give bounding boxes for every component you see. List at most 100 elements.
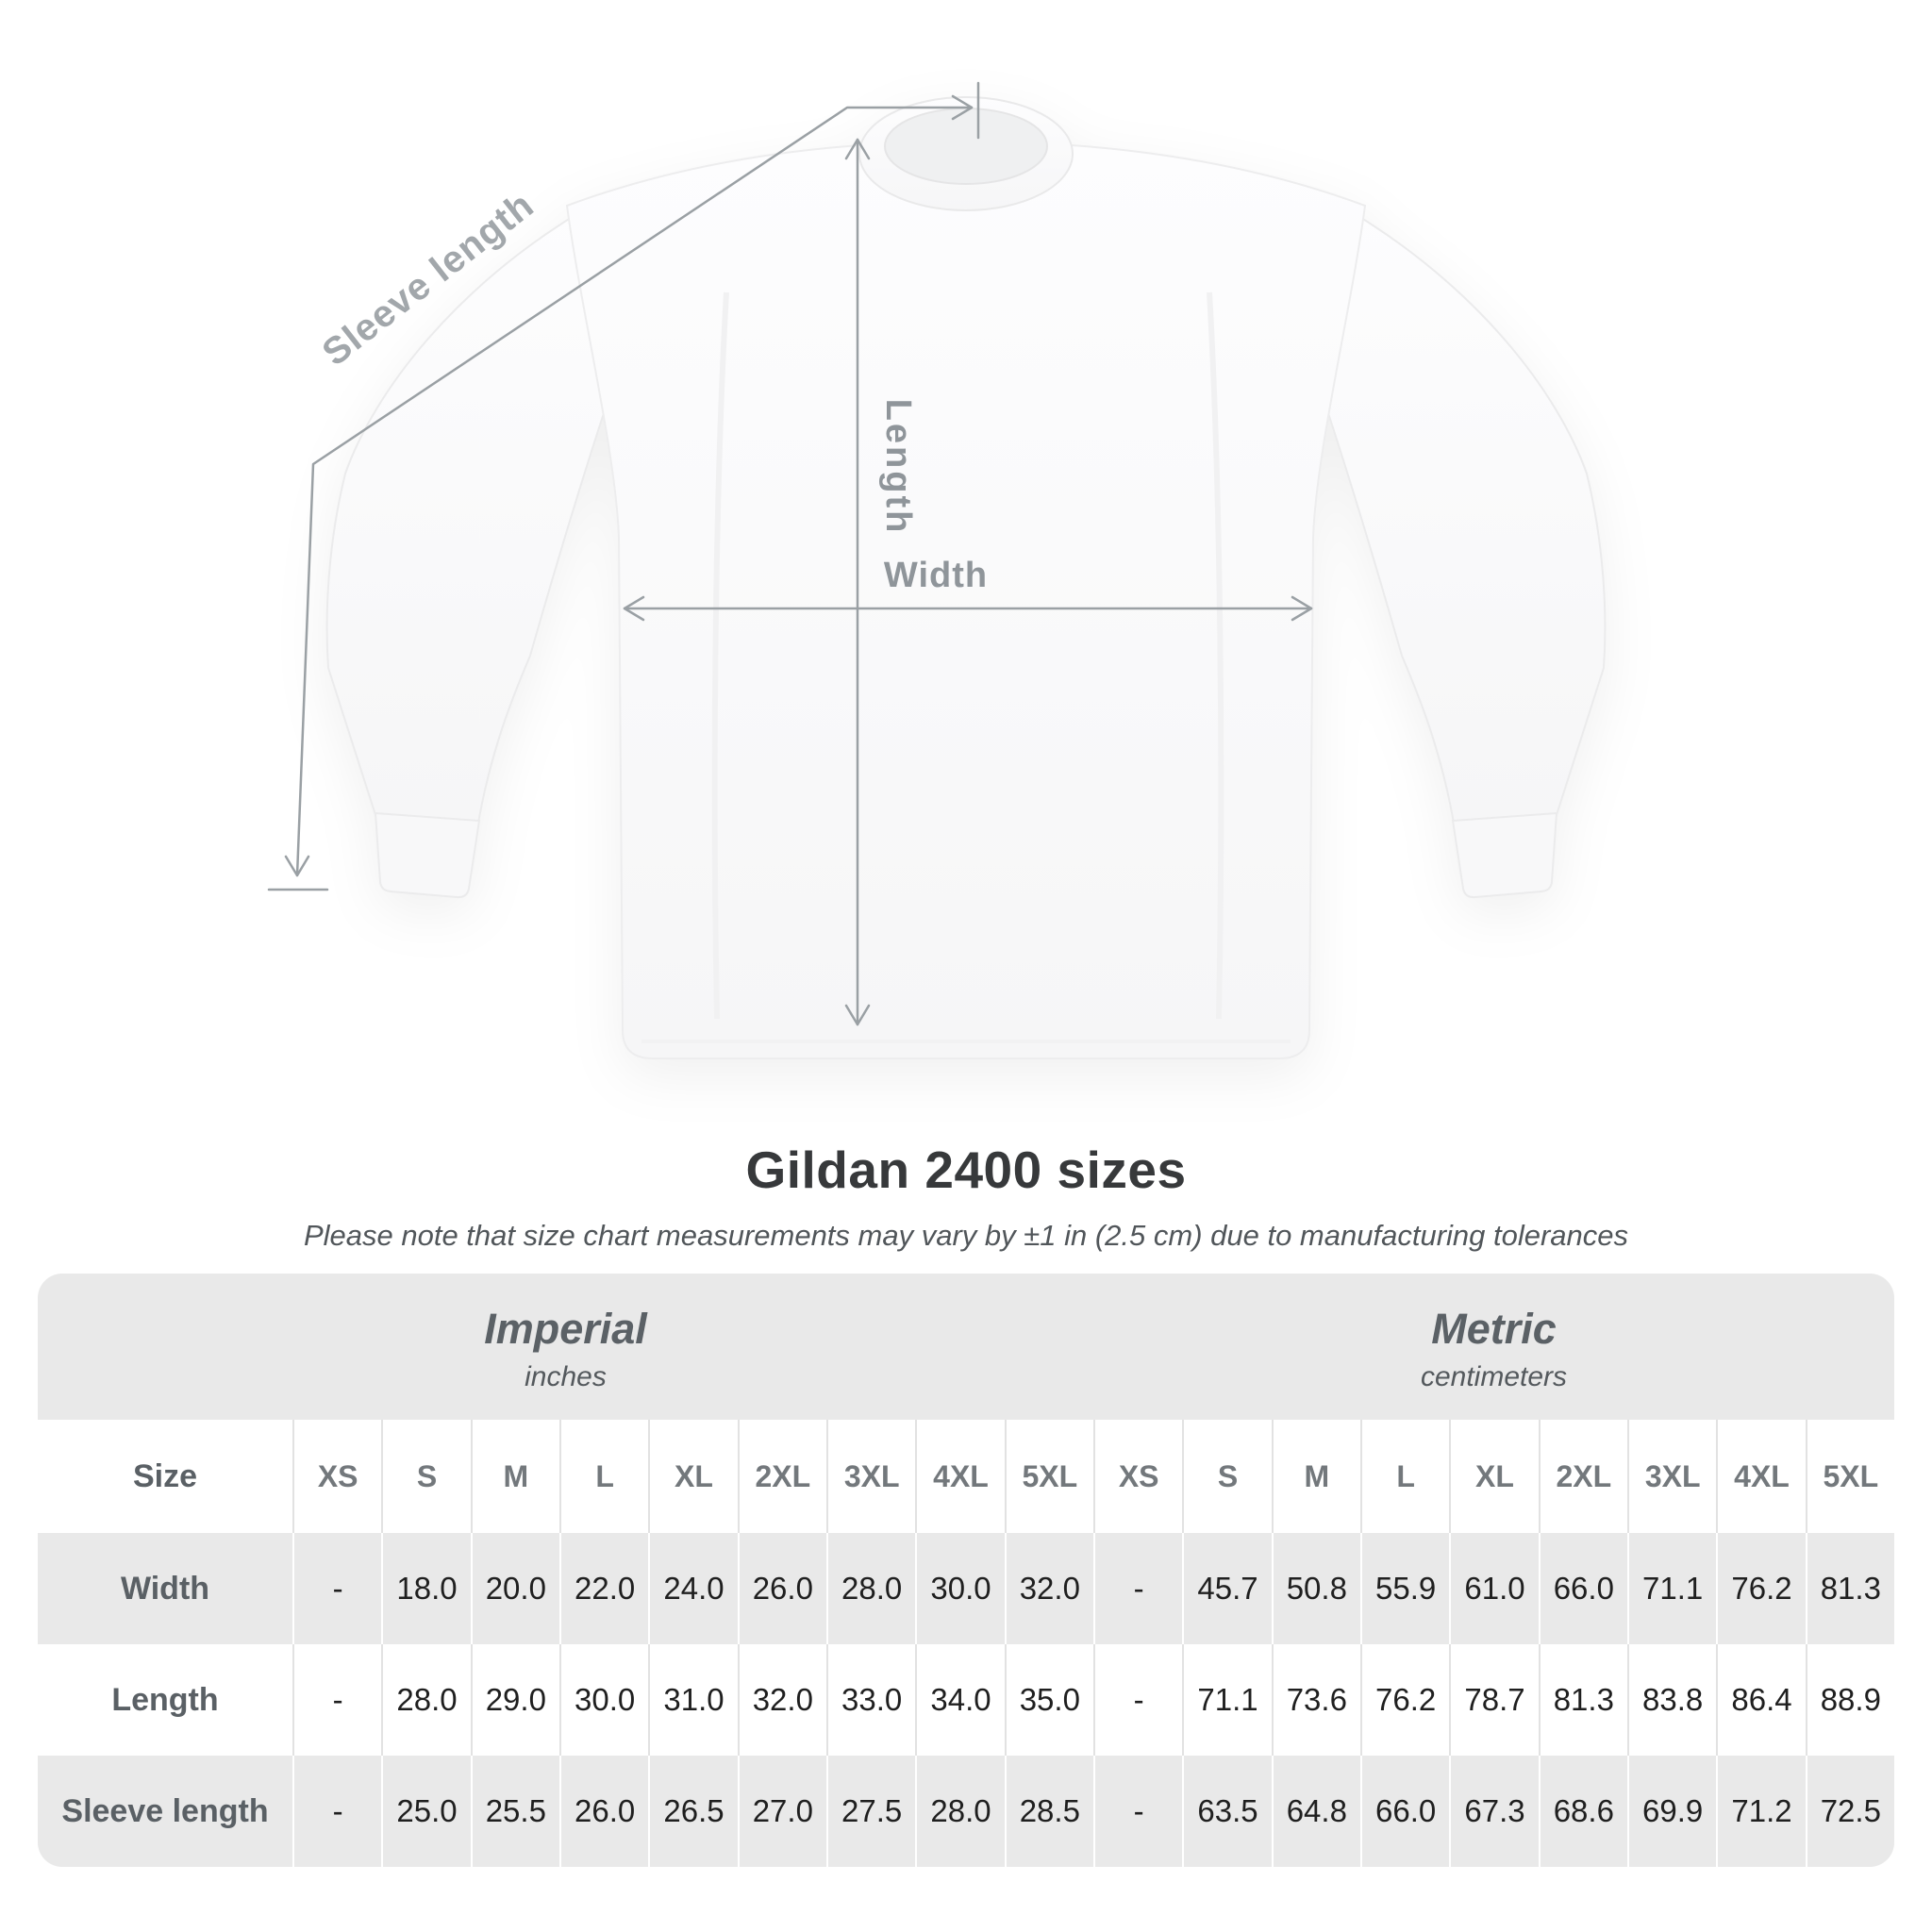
- value-cell: 27.5: [826, 1756, 916, 1867]
- size-col-header: 5XL: [1004, 1420, 1093, 1533]
- size-col-header: S: [1182, 1420, 1271, 1533]
- width-arrow-left: [623, 595, 645, 622]
- sleeve-length-line: [295, 106, 974, 877]
- value-cell: 25.0: [381, 1756, 471, 1867]
- size-col-header: XL: [648, 1420, 737, 1533]
- shirt-left-cuff: [374, 811, 481, 899]
- size-col-header: M: [1271, 1420, 1360, 1533]
- value-cell: 76.2: [1716, 1533, 1806, 1644]
- value-cell: 55.9: [1360, 1533, 1450, 1644]
- row-label: Sleeve length: [38, 1756, 292, 1867]
- shirt-measurement-diagram: Sleeve length Length Width: [267, 81, 1607, 1059]
- value-cell: 35.0: [1004, 1644, 1093, 1756]
- value-cell: 26.5: [648, 1756, 738, 1867]
- value-cell: 68.6: [1538, 1756, 1627, 1867]
- unit-label: Metric: [1431, 1304, 1557, 1353]
- fold-line: [1207, 291, 1224, 1020]
- value-cell: 30.0: [559, 1644, 648, 1756]
- value-cell: 29.0: [470, 1644, 559, 1756]
- value-cell: 30.0: [915, 1533, 1005, 1644]
- value-cell: 64.8: [1271, 1756, 1360, 1867]
- size-col-header: 2XL: [737, 1420, 826, 1533]
- value-cell: 32.0: [1004, 1533, 1093, 1644]
- value-cell: 18.0: [381, 1533, 471, 1644]
- row-label: Length: [111, 1681, 219, 1718]
- length-arrow-up: [844, 138, 871, 160]
- size-col-header: S: [381, 1420, 470, 1533]
- value-cell: 26.0: [737, 1533, 826, 1644]
- value-cell: 88.9: [1805, 1644, 1894, 1756]
- value-cell: 28.0: [915, 1756, 1005, 1867]
- value-cell: 71.1: [1182, 1644, 1271, 1756]
- value-cell: 66.0: [1538, 1533, 1627, 1644]
- value-cell: 66.0: [1360, 1756, 1450, 1867]
- size-col-header: L: [1360, 1420, 1449, 1533]
- row-label: Width: [38, 1533, 292, 1644]
- value-cell: 28.0: [826, 1533, 916, 1644]
- size-column-header: Size: [132, 1457, 198, 1494]
- page-subtitle: Please note that size chart measurements…: [303, 1219, 1629, 1252]
- value-cell: -: [292, 1644, 381, 1756]
- value-cell: 61.0: [1449, 1533, 1539, 1644]
- value-cell: 81.3: [1538, 1644, 1627, 1756]
- unit-sublabel: centimeters: [1420, 1360, 1568, 1392]
- value-cell: -: [1093, 1756, 1183, 1867]
- value-cell: -: [292, 1533, 382, 1644]
- unit-label: Imperial: [484, 1304, 647, 1353]
- sleeve-length-arrow-right: [951, 94, 974, 121]
- value-cell: 34.0: [915, 1644, 1004, 1756]
- value-cell: 32.0: [737, 1644, 826, 1756]
- width-arrow-right: [1291, 595, 1313, 622]
- size-col-header: 3XL: [1627, 1420, 1716, 1533]
- unit-sublabel: inches: [525, 1360, 607, 1392]
- value-cell: 24.0: [648, 1533, 738, 1644]
- value-cell: 50.8: [1271, 1533, 1360, 1644]
- value-cell: 71.1: [1627, 1533, 1717, 1644]
- value-cell: -: [292, 1756, 382, 1867]
- fold-line: [711, 291, 729, 1020]
- value-cell: 71.2: [1716, 1756, 1806, 1867]
- value-cell: 26.0: [559, 1756, 649, 1867]
- size-col-header: XS: [1093, 1420, 1182, 1533]
- value-cell: -: [1093, 1644, 1182, 1756]
- value-cell: 83.8: [1627, 1644, 1716, 1756]
- shirt-illustration: [325, 96, 1607, 1059]
- sleeve-length-arrow-down: [284, 855, 310, 877]
- value-cell: 27.0: [737, 1756, 826, 1867]
- value-cell: 73.6: [1271, 1644, 1360, 1756]
- value-cell: 22.0: [559, 1533, 649, 1644]
- collar-opening: [884, 108, 1048, 185]
- shirt-right-cuff: [1451, 811, 1558, 899]
- value-cell: 69.9: [1627, 1756, 1717, 1867]
- size-col-header: L: [559, 1420, 648, 1533]
- value-cell: 76.2: [1360, 1644, 1449, 1756]
- size-col-header: 3XL: [826, 1420, 915, 1533]
- value-cell: 67.3: [1449, 1756, 1539, 1867]
- value-cell: 20.0: [470, 1533, 559, 1644]
- size-table: Imperial inches Metric centimeters Size X…: [38, 1274, 1894, 1867]
- size-col-header: 5XL: [1805, 1420, 1894, 1533]
- value-cell: 45.7: [1182, 1533, 1272, 1644]
- value-cell: -: [1093, 1533, 1183, 1644]
- width-label: Width: [884, 556, 988, 595]
- value-cell: 78.7: [1449, 1644, 1538, 1756]
- length-arrow-down: [844, 1004, 871, 1026]
- size-col-header: M: [470, 1420, 559, 1533]
- length-label: Length: [878, 399, 918, 536]
- value-cell: 28.0: [381, 1644, 470, 1756]
- page-title: Gildan 2400 sizes: [745, 1141, 1187, 1199]
- value-cell: 72.5: [1805, 1756, 1894, 1867]
- value-cell: 25.5: [470, 1756, 559, 1867]
- size-col-header: 4XL: [915, 1420, 1004, 1533]
- size-col-header: XL: [1449, 1420, 1538, 1533]
- value-cell: 63.5: [1182, 1756, 1272, 1867]
- size-col-header: 4XL: [1716, 1420, 1805, 1533]
- value-cell: 31.0: [648, 1644, 737, 1756]
- shirt-body: [565, 140, 1367, 1059]
- size-col-header: XS: [292, 1420, 381, 1533]
- size-col-header: 2XL: [1538, 1420, 1627, 1533]
- unit-group-metric: Metric centimeters: [1093, 1274, 1894, 1420]
- value-cell: 28.5: [1004, 1756, 1093, 1867]
- unit-group-imperial: Imperial inches: [38, 1274, 1093, 1420]
- value-cell: 33.0: [826, 1644, 915, 1756]
